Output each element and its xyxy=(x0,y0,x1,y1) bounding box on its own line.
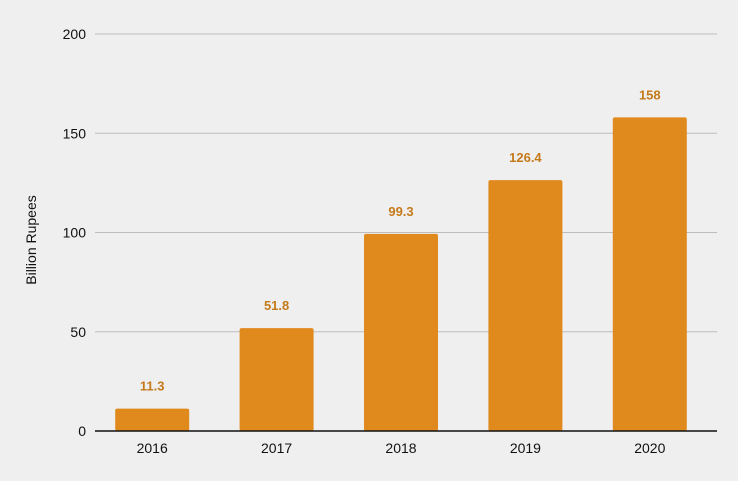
y-tick-label: 0 xyxy=(78,423,86,439)
data-label-2018: 99.3 xyxy=(388,204,413,219)
data-label-2017: 51.8 xyxy=(264,298,289,313)
bar-2020 xyxy=(612,117,687,432)
x-tick-label-2018: 2018 xyxy=(385,440,416,456)
y-tick-label: 200 xyxy=(63,26,87,42)
bar-2019 xyxy=(488,180,563,431)
bar-2018 xyxy=(364,233,438,431)
x-axis: 2016 2017 2018 2019 2020 xyxy=(95,430,717,456)
x-tick-label-2017: 2017 xyxy=(261,440,292,456)
y-tick-label: 150 xyxy=(63,125,87,141)
data-label-2019: 126.4 xyxy=(509,150,542,165)
y-axis-title: Billion Rupees xyxy=(23,195,39,285)
y-tick-label: 50 xyxy=(70,324,86,340)
x-tick-label-2020: 2020 xyxy=(634,440,665,456)
y-tick-label: 100 xyxy=(63,225,87,241)
data-label-2016: 11.3 xyxy=(140,379,165,394)
data-label-2020: 158 xyxy=(639,87,661,102)
bar-2016 xyxy=(115,408,190,431)
data-labels: 11.3 51.8 99.3 126.4 158 xyxy=(140,87,661,393)
y-axis: 0 50 100 150 200 xyxy=(63,26,87,439)
bar-2017 xyxy=(239,328,314,431)
bars xyxy=(115,117,687,432)
x-tick-label-2016: 2016 xyxy=(137,440,168,456)
x-tick-label-2019: 2019 xyxy=(510,440,541,456)
